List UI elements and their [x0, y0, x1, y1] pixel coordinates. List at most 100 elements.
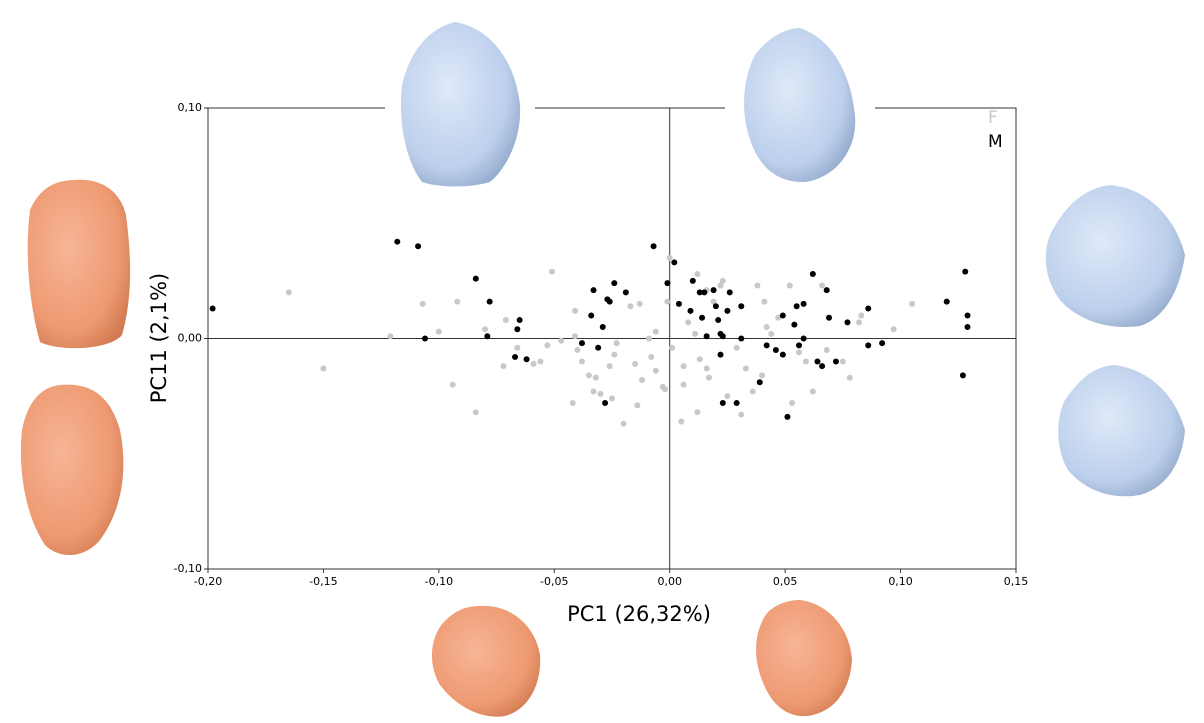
- data-point: [965, 324, 971, 330]
- data-point: [734, 345, 740, 351]
- data-point: [450, 382, 456, 388]
- data-point: [678, 418, 684, 424]
- data-point: [454, 299, 460, 305]
- data-point: [623, 289, 629, 295]
- data-point: [865, 306, 871, 312]
- data-point: [662, 386, 668, 392]
- data-point: [595, 345, 601, 351]
- data-point: [681, 382, 687, 388]
- data-point: [422, 336, 428, 342]
- data-point: [621, 421, 627, 427]
- data-point: [614, 340, 620, 346]
- data-point: [789, 400, 795, 406]
- data-point: [637, 301, 643, 307]
- data-point: [600, 324, 606, 330]
- data-point: [738, 336, 744, 342]
- data-point: [960, 372, 966, 378]
- data-point: [514, 345, 520, 351]
- data-point: [609, 395, 615, 401]
- data-point: [720, 278, 726, 284]
- data-point: [819, 363, 825, 369]
- data-point: [420, 301, 426, 307]
- data-point: [570, 400, 576, 406]
- data-point: [517, 317, 523, 323]
- data-point: [639, 377, 645, 383]
- data-point: [718, 352, 724, 358]
- x-tick-label: 0,10: [888, 575, 913, 588]
- data-point: [524, 356, 530, 362]
- data-point: [794, 303, 800, 309]
- data-point: [840, 359, 846, 365]
- data-point: [791, 322, 797, 328]
- data-point: [692, 331, 698, 337]
- data-point: [572, 333, 578, 339]
- data-point: [699, 315, 705, 321]
- data-point: [676, 301, 682, 307]
- data-point: [780, 352, 786, 358]
- data-point: [586, 372, 592, 378]
- data-point: [607, 363, 613, 369]
- shape-right-upper: [1046, 185, 1185, 327]
- data-point: [685, 319, 691, 325]
- data-point: [574, 347, 580, 353]
- data-point: [593, 375, 599, 381]
- data-point: [780, 312, 786, 318]
- x-axis-title: PC1 (26,32%): [567, 602, 711, 626]
- data-point: [646, 336, 652, 342]
- data-point: [632, 361, 638, 367]
- data-point: [537, 359, 543, 365]
- data-point: [394, 239, 400, 245]
- page: {"chart_data": { "type": "scatter", "xla…: [0, 0, 1204, 723]
- data-point: [768, 331, 774, 337]
- data-point: [833, 359, 839, 365]
- data-point: [724, 308, 730, 314]
- data-point: [653, 329, 659, 335]
- data-point: [803, 359, 809, 365]
- data-point: [531, 361, 537, 367]
- data-point: [210, 306, 216, 312]
- data-point: [579, 359, 585, 365]
- data-point: [704, 365, 710, 371]
- data-point: [611, 352, 617, 358]
- data-point: [484, 333, 490, 339]
- shape-right-lower: [1058, 365, 1185, 496]
- data-point: [653, 368, 659, 374]
- data-point: [891, 326, 897, 332]
- data-point: [690, 278, 696, 284]
- data-point: [824, 347, 830, 353]
- x-tick-label: -0,15: [309, 575, 337, 588]
- data-point: [715, 317, 721, 323]
- data-point: [597, 391, 603, 397]
- data-point: [697, 356, 703, 362]
- data-point: [500, 363, 506, 369]
- y-tick-label: 0,10: [178, 101, 203, 114]
- data-point: [286, 289, 292, 295]
- shape-bottom-left: [432, 606, 540, 717]
- data-point: [810, 271, 816, 277]
- data-point: [681, 363, 687, 369]
- data-point: [824, 287, 830, 293]
- legend-label: F: [988, 108, 998, 128]
- x-tick-label: -0,20: [194, 575, 222, 588]
- x-tick-label: -0,10: [425, 575, 453, 588]
- data-point: [694, 271, 700, 277]
- data-point: [727, 289, 733, 295]
- data-point: [750, 389, 756, 395]
- data-point: [856, 319, 862, 325]
- data-point: [784, 414, 790, 420]
- data-point: [607, 299, 613, 305]
- data-point: [591, 389, 597, 395]
- data-point: [611, 280, 617, 286]
- data-point: [826, 315, 832, 321]
- shape-left-lower: [21, 385, 123, 555]
- data-point: [694, 409, 700, 415]
- data-point: [810, 389, 816, 395]
- data-point: [796, 349, 802, 355]
- data-point: [787, 282, 793, 288]
- data-point: [796, 342, 802, 348]
- data-point: [764, 324, 770, 330]
- data-point: [664, 299, 670, 305]
- data-point: [754, 282, 760, 288]
- x-tick-label: 0,05: [773, 575, 798, 588]
